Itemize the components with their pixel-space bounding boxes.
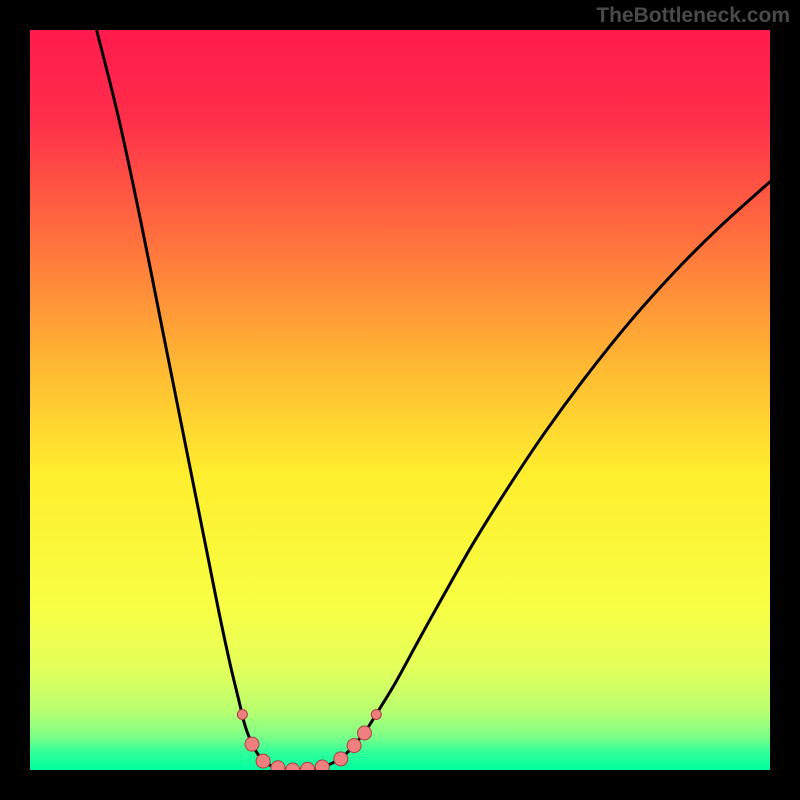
- data-marker: [256, 754, 270, 768]
- data-marker: [245, 737, 259, 751]
- data-marker: [347, 739, 361, 753]
- chart-canvas: TheBottleneck.com: [0, 0, 800, 800]
- data-marker: [371, 710, 381, 720]
- data-marker: [334, 752, 348, 766]
- gradient-background: [30, 30, 770, 770]
- bottleneck-curve-chart: [0, 0, 800, 800]
- data-marker: [357, 726, 371, 740]
- data-marker: [237, 710, 247, 720]
